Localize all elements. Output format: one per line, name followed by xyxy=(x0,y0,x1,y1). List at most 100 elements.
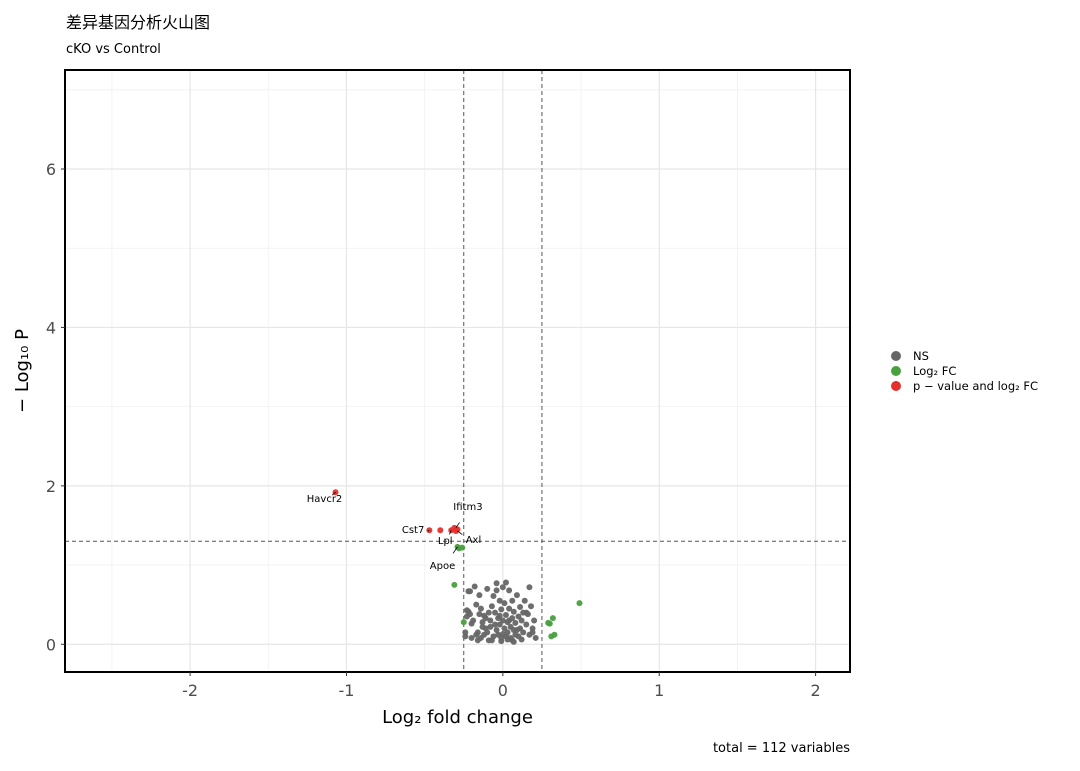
y-tick-label: 2 xyxy=(46,477,56,496)
x-tick-label: 0 xyxy=(498,681,508,700)
data-point-ns xyxy=(513,592,520,599)
x-tick-label: 1 xyxy=(654,681,664,700)
data-point-ns xyxy=(518,636,525,643)
data-point-ns xyxy=(496,597,503,604)
data-point-fc xyxy=(459,544,466,551)
y-tick-label: 6 xyxy=(46,160,56,179)
chart-title: 差异基因分析火山图 xyxy=(66,13,211,32)
data-point-ns xyxy=(501,600,508,607)
data-point-ns xyxy=(484,585,491,592)
data-point-ns xyxy=(487,617,494,624)
data-point-ns xyxy=(476,611,483,618)
legend-label-log2fc: Log₂ FC xyxy=(913,363,957,378)
data-point-ns xyxy=(492,621,499,628)
data-point-ns xyxy=(506,617,513,624)
gene-label: Lpl xyxy=(438,536,453,547)
caption: total = 112 variables xyxy=(712,741,850,756)
label-connector xyxy=(455,522,460,529)
gene-label: Havcr2 xyxy=(307,494,343,505)
data-point-sig xyxy=(454,526,461,533)
legend-swatch-log2fc xyxy=(891,365,901,376)
data-point-ns xyxy=(529,629,536,636)
panel-border xyxy=(64,69,851,673)
data-point-ns xyxy=(473,601,480,608)
data-point-ns xyxy=(502,611,509,618)
data-point-ns xyxy=(532,634,539,641)
gene-label: Apoe xyxy=(430,561,455,572)
label-connector xyxy=(457,530,463,535)
data-point-ns xyxy=(527,603,534,610)
data-point-ns xyxy=(510,608,517,615)
legend-item-log2fc: Log₂ FC xyxy=(889,363,1038,378)
data-point-ns xyxy=(513,627,520,634)
data-point-ns xyxy=(482,615,489,622)
data-point-ns xyxy=(488,637,495,644)
data-point-ns xyxy=(462,629,469,636)
data-point-ns xyxy=(499,617,506,624)
data-point-ns xyxy=(520,629,527,636)
label-connector xyxy=(427,529,430,532)
data-point-ns xyxy=(518,617,525,624)
data-point-ns xyxy=(498,606,505,613)
data-point-fc xyxy=(576,600,583,607)
data-point-ns xyxy=(512,619,519,626)
data-point-ns xyxy=(474,629,481,636)
label-connector xyxy=(331,491,336,496)
data-point-ns xyxy=(531,617,538,624)
data-point-ns xyxy=(477,605,484,612)
data-point-ns xyxy=(521,597,528,604)
legend-swatch-ns xyxy=(891,350,901,361)
data-point-ns xyxy=(471,583,478,590)
x-tick-label: -1 xyxy=(338,681,354,700)
data-point-ns xyxy=(488,603,495,610)
data-point-ns xyxy=(499,584,506,591)
data-point-ns xyxy=(476,592,483,599)
data-point-ns xyxy=(479,623,486,630)
data-point-sig xyxy=(437,527,444,534)
x-axis-label: Log₂ fold change xyxy=(382,707,533,728)
data-point-fc xyxy=(551,631,558,638)
data-point-ns xyxy=(467,588,474,595)
data-point-ns xyxy=(504,629,511,636)
data-point-ns xyxy=(504,636,511,643)
data-point-fc xyxy=(549,615,556,622)
data-point-ns xyxy=(526,584,533,591)
y-axis-label: − Log₁₀ P xyxy=(12,329,33,413)
data-point-ns xyxy=(502,579,509,586)
data-point-ns xyxy=(463,613,470,620)
legend-label-ns: NS xyxy=(913,348,929,363)
data-point-ns xyxy=(499,630,506,637)
data-point-ns xyxy=(492,609,499,616)
data-point-ns xyxy=(484,629,491,636)
data-point-ns xyxy=(498,638,505,645)
y-tick-label: 0 xyxy=(46,635,56,654)
legend-swatch-pvalue-and-log2fc xyxy=(891,380,901,391)
data-point-ns xyxy=(487,623,494,630)
data-point-fc xyxy=(460,619,467,626)
data-point-ns xyxy=(506,587,513,594)
data-point-ns xyxy=(517,604,524,611)
data-point-ns xyxy=(493,587,500,594)
label-connector xyxy=(452,546,458,554)
legend-item-ns: NS xyxy=(889,348,1038,363)
x-tick-label: 2 xyxy=(811,681,821,700)
data-point-ns xyxy=(474,637,481,644)
data-point-ns xyxy=(509,597,516,604)
chart-subtitle: cKO vs Control xyxy=(66,42,161,57)
data-point-ns xyxy=(506,605,513,612)
data-point-ns xyxy=(490,592,497,599)
data-point-ns xyxy=(523,609,530,616)
data-point-ns xyxy=(493,627,500,634)
data-point-fc xyxy=(451,581,458,588)
gene-label: Cst7 xyxy=(402,525,424,536)
data-point-ns xyxy=(510,638,517,645)
legend-item-pvalue-and-log2fc: p − value and log₂ FC xyxy=(889,378,1038,393)
gene-label: Ifitm3 xyxy=(453,502,482,513)
legend: NS Log₂ FC p − value and log₂ FC xyxy=(889,348,1038,393)
data-point-fc xyxy=(546,620,553,627)
data-point-ns xyxy=(523,621,530,628)
data-point-ns xyxy=(470,617,477,624)
data-point-ns xyxy=(496,612,503,619)
data-point-ns xyxy=(468,634,475,641)
